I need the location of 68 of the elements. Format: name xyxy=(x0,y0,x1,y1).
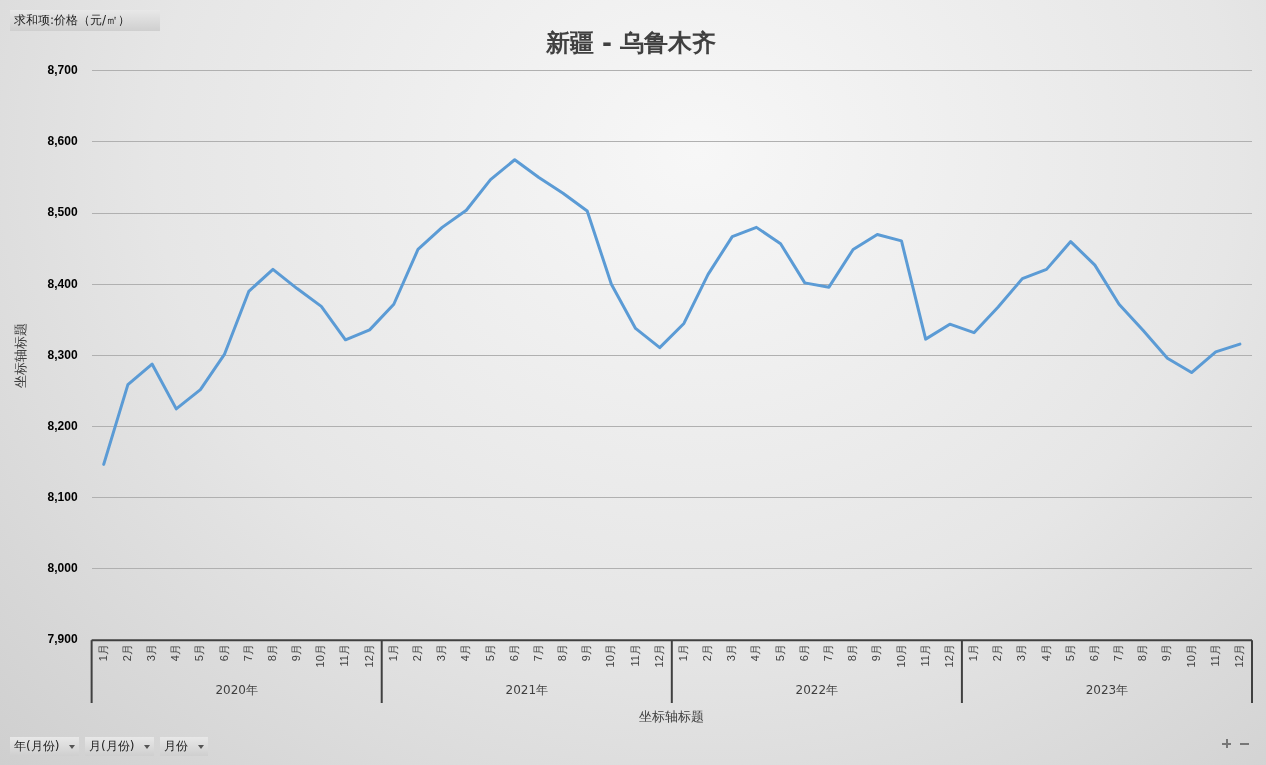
text: 2023年 xyxy=(1085,683,1129,698)
x-tick-label: 1月 xyxy=(967,644,980,662)
x-tick-label: 8月 xyxy=(846,644,859,662)
x-tick-label: 9月 xyxy=(580,644,593,662)
x-tick-label: 10月 xyxy=(314,644,327,668)
x-tick-label: 12月 xyxy=(942,644,955,668)
text: 2022年 xyxy=(795,683,839,698)
x-tick-label: 5月 xyxy=(193,644,206,662)
y-tick-label: 8,700 xyxy=(47,63,78,78)
x-tick-label: 12月 xyxy=(362,644,375,668)
x-tick-label: 6月 xyxy=(507,644,520,662)
x-tick-label: 2月 xyxy=(991,644,1004,662)
x-tick-label: 8月 xyxy=(556,644,569,662)
x-tick-label: 11月 xyxy=(338,644,351,667)
x-tick-label: 5月 xyxy=(1063,644,1076,662)
y-tick-label: 8,500 xyxy=(47,205,78,220)
text: 求和项:价格（元/㎡） xyxy=(10,10,161,31)
text: 年(月份) xyxy=(10,737,80,756)
x-tick-label: 3月 xyxy=(725,644,738,662)
x-tick-label: 6月 xyxy=(217,644,230,662)
x-tick-label: 1月 xyxy=(386,644,399,662)
text: 2020年 xyxy=(215,683,258,698)
x-tick-label: 4月 xyxy=(1039,644,1052,662)
y-tick-label: 7,900 xyxy=(47,632,78,647)
x-axis-title: 坐标轴标题 xyxy=(639,708,705,724)
x-tick-label: 7月 xyxy=(821,644,834,662)
x-tick-label: 5月 xyxy=(773,644,786,662)
x-tick-label: 2月 xyxy=(120,644,133,662)
y-tick-label: 8,100 xyxy=(47,490,78,505)
x-tick-label: 3月 xyxy=(435,644,448,662)
y-tick-label: 8,300 xyxy=(47,347,78,362)
x-tick-label: 8月 xyxy=(265,644,278,662)
x-tick-label: 5月 xyxy=(483,644,496,662)
x-tick-label: 4月 xyxy=(749,644,762,662)
x-tick-label: 12月 xyxy=(652,644,665,668)
x-tick-label: 9月 xyxy=(290,644,303,662)
x-tick-label: 11月 xyxy=(628,644,641,667)
y-tick-label: 8,200 xyxy=(47,418,78,433)
y-tick-label: 8,400 xyxy=(47,276,78,291)
x-tick-label: 4月 xyxy=(459,644,472,662)
x-tick-label: 7月 xyxy=(241,644,254,662)
chart-title: 新疆 - 乌鲁木齐 xyxy=(544,28,717,57)
x-tick-label: 4月 xyxy=(169,644,182,662)
x-tick-label: 3月 xyxy=(145,644,158,662)
x-tick-label: 6月 xyxy=(797,644,810,662)
x-tick-label: 2月 xyxy=(701,644,714,662)
x-tick-label: 9月 xyxy=(870,644,883,662)
y-tick-label: 8,600 xyxy=(47,134,78,149)
text: 2021年 xyxy=(505,683,549,698)
x-tick-label: 11月 xyxy=(918,644,931,667)
x-tick-label: 3月 xyxy=(1015,644,1028,662)
y-axis-title: 坐标轴标题 xyxy=(13,322,29,388)
x-tick-label: 7月 xyxy=(531,644,544,662)
x-tick-label: 1月 xyxy=(96,644,109,662)
y-tick-label: 8,000 xyxy=(47,561,78,576)
x-tick-label: 12月 xyxy=(1232,644,1245,668)
x-tick-label: 6月 xyxy=(1087,644,1100,662)
x-tick-label: 10月 xyxy=(1184,644,1197,668)
x-tick-label: 7月 xyxy=(1112,644,1125,662)
text: 月份 xyxy=(160,737,208,756)
x-tick-label: 11月 xyxy=(1208,644,1221,667)
text: 月(月份) xyxy=(85,737,155,756)
x-tick-label: 8月 xyxy=(1136,644,1149,662)
x-tick-label: 2月 xyxy=(411,644,424,662)
x-tick-label: 9月 xyxy=(1160,644,1173,662)
x-tick-label: 10月 xyxy=(604,644,617,668)
x-tick-label: 10月 xyxy=(894,644,907,668)
x-tick-label: 1月 xyxy=(676,644,689,662)
